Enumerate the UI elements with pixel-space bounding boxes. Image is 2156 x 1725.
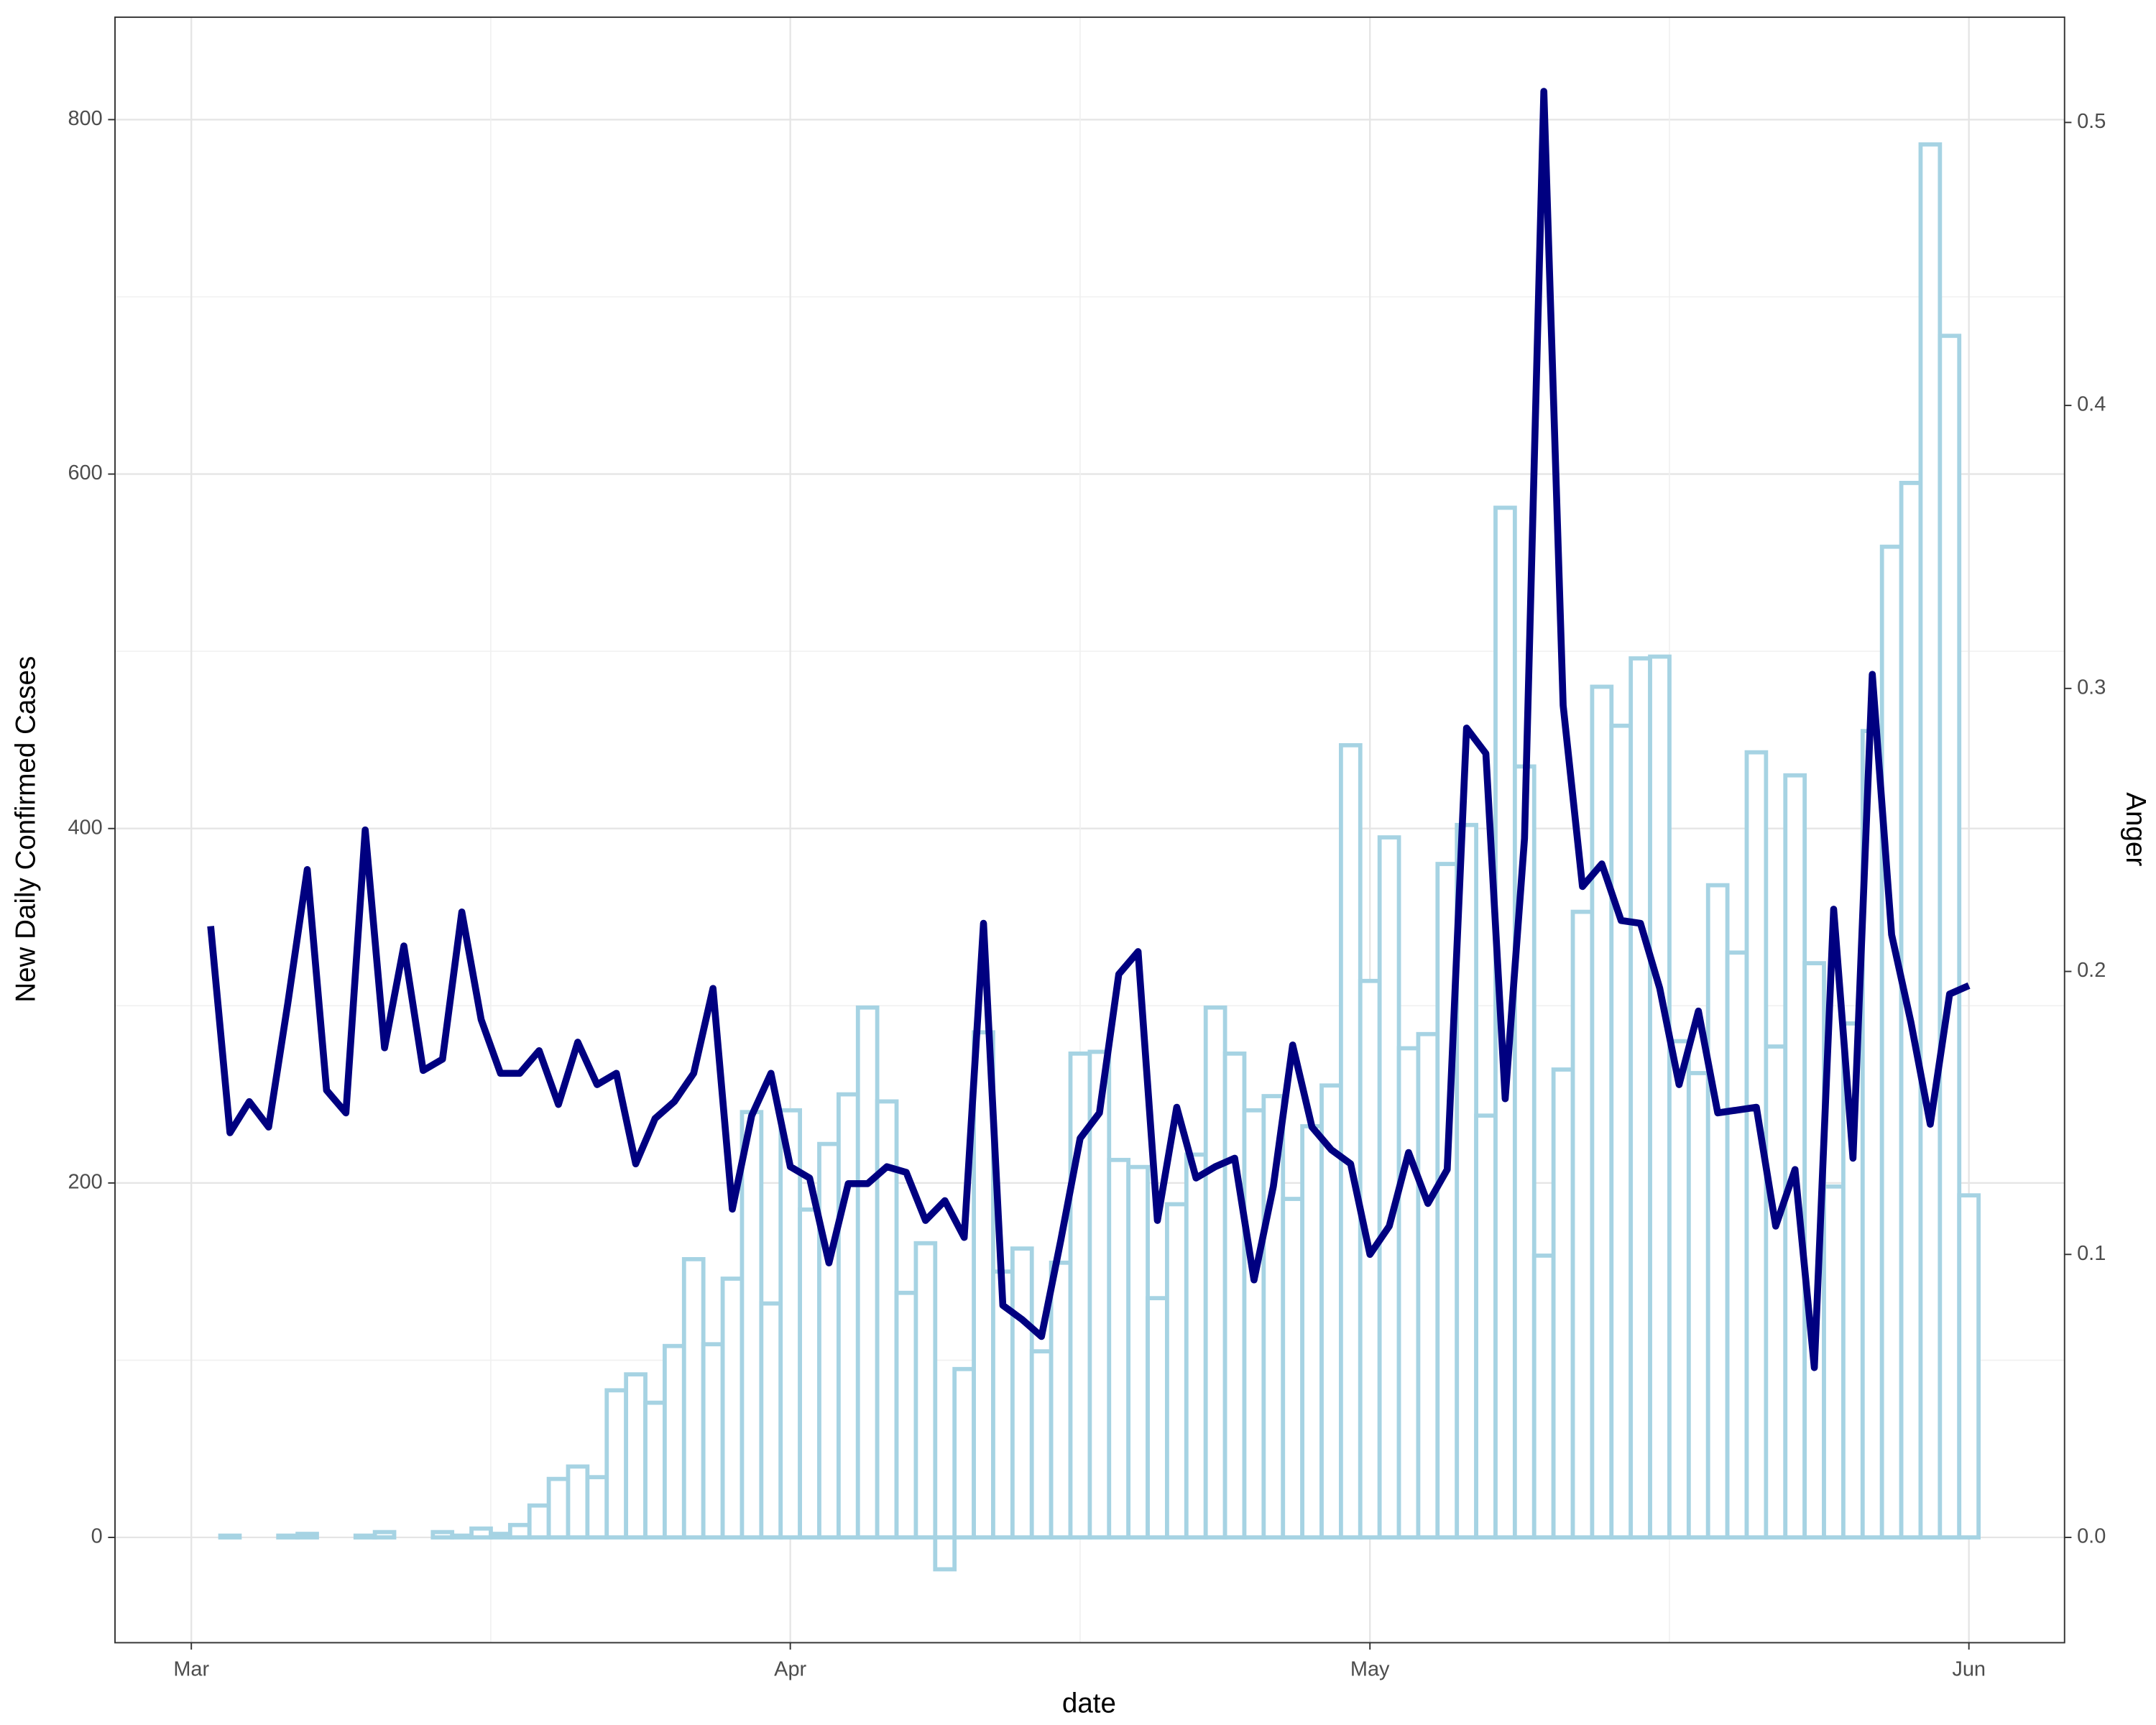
y-tick-label: 800 [68, 107, 102, 130]
bar [1918, 142, 1943, 1540]
bar [817, 1141, 841, 1540]
y-tick-label: 600 [68, 461, 102, 484]
bar [1705, 883, 1730, 1540]
bar [836, 1092, 860, 1540]
bar [798, 1207, 821, 1540]
bar [720, 1276, 745, 1540]
bar [894, 1290, 918, 1540]
y2-tick-label: 0.5 [2077, 110, 2106, 133]
bar [1184, 1152, 1208, 1540]
y-tick-label: 200 [68, 1171, 102, 1194]
y-tick-label: 400 [68, 816, 102, 839]
bar [604, 1388, 629, 1540]
bar [933, 1535, 957, 1572]
bar [1010, 1246, 1034, 1540]
bar [701, 1342, 725, 1540]
bar [1551, 1067, 1575, 1540]
y2-axis-title: Anger [2120, 792, 2151, 866]
bar [1609, 723, 1634, 1540]
bar [681, 1256, 706, 1540]
line [207, 88, 1971, 1371]
bar [1222, 1051, 1247, 1540]
y2-tick-label: 0.4 [2077, 393, 2106, 416]
x-axis-title: date [1062, 1688, 1116, 1719]
bar [585, 1475, 609, 1540]
bar [507, 1522, 532, 1540]
bar [1590, 684, 1614, 1540]
y2-tick-label: 0.0 [2077, 1525, 2106, 1548]
y2-tick-label: 0.1 [2077, 1242, 2106, 1265]
bar [1396, 1046, 1421, 1540]
bar [469, 1526, 493, 1540]
marks [207, 88, 1981, 1572]
bar [1339, 742, 1363, 1540]
bar [643, 1400, 667, 1540]
y-axis-title: New Daily Confirmed Cases [11, 656, 42, 1003]
bar [1725, 950, 1749, 1540]
bar [1957, 1193, 1981, 1540]
bar [1087, 1049, 1112, 1540]
bar [1474, 1113, 1498, 1540]
bar [489, 1532, 512, 1540]
y-tick-label: 0 [91, 1525, 103, 1548]
bar [450, 1533, 474, 1540]
bar [353, 1533, 377, 1540]
x-tick-label: Mar [173, 1658, 209, 1681]
bar [1822, 1184, 1846, 1540]
bar [372, 1530, 397, 1540]
bar [1686, 1071, 1710, 1540]
bar [952, 1366, 976, 1540]
bar [1764, 1044, 1788, 1540]
bar [913, 1241, 938, 1540]
bar [1416, 1031, 1440, 1540]
bar [1165, 1202, 1189, 1540]
bar [1938, 334, 1962, 1540]
bar [1879, 544, 1904, 1540]
bar [295, 1532, 319, 1540]
bar [1203, 1005, 1227, 1540]
bar [1358, 978, 1382, 1540]
x-tick-label: Jun [1952, 1658, 1986, 1681]
bar [1281, 1197, 1305, 1540]
bar [1049, 1260, 1073, 1540]
bar [624, 1372, 648, 1540]
bar [1126, 1164, 1150, 1540]
bar [1300, 1124, 1324, 1540]
bar [1531, 1254, 1556, 1540]
x-tick-label: Apr [774, 1658, 806, 1681]
bar [276, 1533, 300, 1540]
bar [1107, 1157, 1131, 1540]
bar [855, 1005, 880, 1540]
bar [430, 1530, 455, 1540]
bar [1667, 1039, 1691, 1540]
bar [566, 1464, 590, 1540]
bar [1744, 750, 1769, 1540]
panel-border [114, 16, 2065, 1644]
bar [1029, 1349, 1054, 1540]
bar [740, 1110, 764, 1540]
bar [218, 1533, 242, 1540]
bar [1570, 909, 1595, 1540]
bar [1628, 656, 1652, 1540]
bar [663, 1343, 686, 1540]
bar [546, 1476, 571, 1540]
bar [1319, 1083, 1343, 1540]
y2-tick-label: 0.2 [2077, 959, 2106, 982]
bar [759, 1301, 783, 1540]
axes: 0 200 400 600 800 0.0 0.1 0.2 0.3 0.4 0.5 Mar Apr May… [68, 107, 2106, 1681]
bar [1648, 654, 1672, 1540]
bar [527, 1503, 551, 1540]
x-tick-label: May [1350, 1658, 1390, 1681]
bar [1146, 1296, 1169, 1540]
bar [1242, 1108, 1266, 1540]
y2-tick-label: 0.3 [2077, 676, 2106, 699]
bar [1783, 773, 1807, 1540]
